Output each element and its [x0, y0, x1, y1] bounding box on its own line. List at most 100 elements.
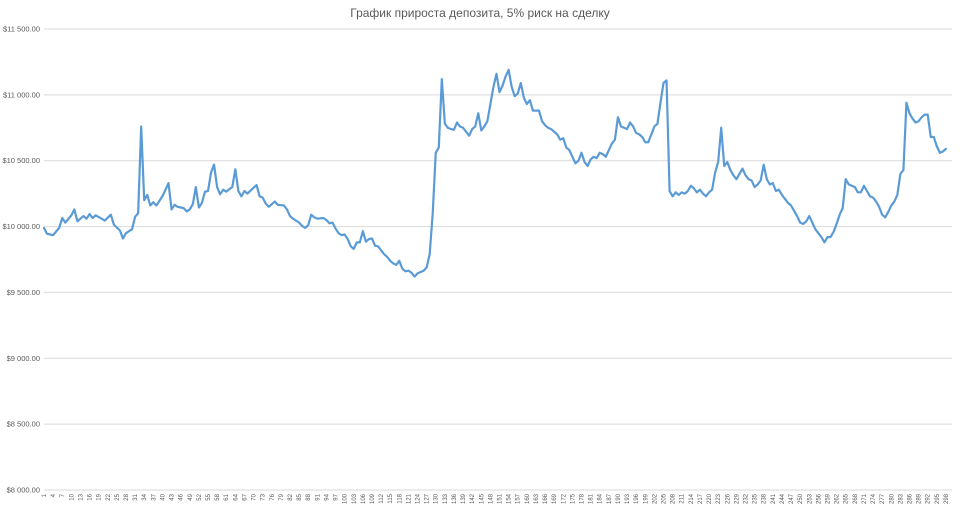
x-tick-label: 187 — [607, 493, 613, 504]
x-tick-label: 226 — [725, 493, 731, 504]
x-tick-label: 130 — [434, 493, 440, 504]
x-tick-label: 127 — [425, 493, 431, 504]
y-tick-label: $11 500.00 — [3, 25, 40, 34]
x-tick-label: 289 — [917, 493, 923, 504]
x-tick-label: 103 — [352, 493, 358, 504]
x-tick-label: 64 — [233, 493, 239, 500]
x-tick-label: 37 — [151, 493, 157, 500]
x-tick-label: 88 — [306, 493, 312, 500]
x-tick-label: 118 — [397, 493, 403, 503]
x-tick-label: 274 — [871, 493, 877, 504]
x-tick-label: 178 — [580, 493, 586, 504]
x-tick-label: 271 — [862, 493, 868, 504]
x-tick-label: 31 — [133, 493, 139, 500]
x-tick-label: 214 — [689, 493, 695, 504]
y-tick-label: $9 000.00 — [7, 354, 40, 363]
x-tick-label: 286 — [907, 493, 913, 504]
x-tick-label: 112 — [379, 493, 385, 503]
x-tick-label: 109 — [370, 493, 376, 504]
x-tick-label: 250 — [798, 493, 804, 504]
y-tick-label: $11 000.00 — [3, 90, 40, 99]
x-tick-label: 295 — [935, 493, 941, 504]
x-tick-label: 7 — [60, 493, 66, 497]
x-tick-label: 175 — [570, 493, 576, 504]
x-tick-label: 13 — [78, 493, 84, 500]
x-tick-label: 169 — [552, 493, 558, 504]
x-tick-label: 94 — [324, 493, 330, 500]
x-tick-label: 85 — [297, 493, 303, 500]
chart-title: График прироста депозита, 5% риск на сде… — [350, 6, 610, 20]
x-tick-label: 181 — [589, 493, 595, 504]
x-tick-label: 136 — [452, 493, 458, 504]
x-tick-label: 217 — [698, 493, 704, 504]
x-tick-label: 262 — [835, 493, 841, 504]
x-tick-label: 139 — [461, 493, 467, 504]
x-tick-label: 16 — [88, 493, 94, 500]
x-tick-label: 19 — [97, 493, 103, 500]
x-tick-label: 220 — [707, 493, 713, 504]
x-tick-label: 34 — [142, 493, 148, 500]
y-tick-label: $10 000.00 — [2, 222, 40, 231]
x-tick-label: 247 — [789, 493, 795, 504]
x-tick-label: 166 — [543, 493, 549, 504]
x-tick-label: 70 — [252, 493, 258, 500]
x-tick-label: 235 — [753, 493, 759, 504]
x-tick-label: 184 — [598, 493, 604, 504]
x-tick-label: 190 — [616, 493, 622, 504]
x-tick-label: 91 — [315, 493, 321, 500]
series-line — [42, 68, 948, 278]
x-tick-label: 202 — [652, 493, 658, 504]
x-tick-label: 223 — [716, 493, 722, 504]
x-tick-label: 97 — [334, 493, 340, 500]
x-tick-label: 208 — [671, 493, 677, 504]
x-tick-label: 145 — [479, 493, 485, 504]
x-tick-label: 25 — [115, 493, 121, 500]
x-tick-label: 160 — [525, 493, 531, 504]
x-tick-label: 259 — [825, 493, 831, 504]
x-tick-label: 4 — [51, 493, 57, 497]
x-tick-label: 106 — [361, 493, 367, 504]
y-tick-label: $8 000.00 — [7, 486, 40, 495]
x-tick-label: 61 — [224, 493, 230, 500]
x-tick-label: 283 — [898, 493, 904, 504]
y-tick-label: $8 500.00 — [7, 420, 40, 429]
x-tick-label: 1 — [42, 493, 48, 497]
x-tick-label: 22 — [106, 493, 112, 500]
x-tick-label: 211 — [680, 493, 686, 503]
x-tick-label: 298 — [944, 493, 950, 504]
x-tick-label: 52 — [197, 493, 203, 500]
x-tick-label: 79 — [279, 493, 285, 500]
x-tick-label: 157 — [516, 493, 522, 504]
x-tick-label: 55 — [206, 493, 212, 500]
x-tick-label: 292 — [926, 493, 932, 504]
x-tick-label: 256 — [816, 493, 822, 504]
x-tick-label: 43 — [170, 493, 176, 500]
x-tick-label: 67 — [242, 493, 248, 500]
x-tick-label: 49 — [188, 493, 194, 500]
x-tick-label: 46 — [179, 493, 185, 500]
x-tick-label: 277 — [880, 493, 886, 504]
x-tick-label: 280 — [889, 493, 895, 504]
y-tick-label: $10 500.00 — [2, 156, 40, 165]
x-tick-label: 232 — [743, 493, 749, 504]
x-tick-label: 268 — [853, 493, 859, 504]
x-tick-label: 193 — [625, 493, 631, 504]
x-tick-label: 241 — [771, 493, 777, 504]
x-tick-label: 196 — [634, 493, 640, 504]
x-tick-label: 172 — [561, 493, 567, 504]
x-tick-label: 124 — [416, 493, 422, 504]
x-tick-label: 100 — [343, 493, 349, 504]
x-tick-label: 40 — [160, 493, 166, 500]
x-tick-label: 265 — [844, 493, 850, 504]
x-tick-label: 133 — [443, 493, 449, 504]
x-tick-label: 154 — [507, 493, 513, 504]
x-tick-label: 229 — [734, 493, 740, 504]
x-tick-label: 82 — [288, 493, 294, 500]
x-tick-label: 142 — [470, 493, 476, 504]
x-tick-label: 253 — [807, 493, 813, 504]
x-tick-label: 28 — [124, 493, 130, 500]
y-tick-label: $9 500.00 — [7, 288, 40, 297]
x-tick-label: 73 — [261, 493, 267, 500]
